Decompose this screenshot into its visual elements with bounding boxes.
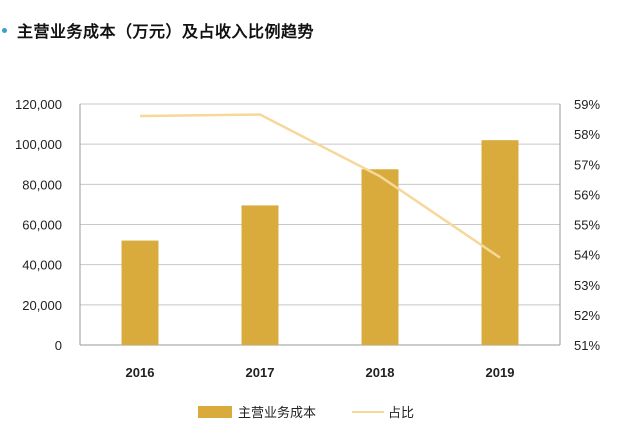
category-label: 2016: [126, 365, 155, 380]
right-tick-label: 59%: [574, 97, 600, 112]
category-label: 2018: [366, 365, 395, 380]
legend-bar-swatch: [198, 406, 232, 418]
category-label: 2017: [246, 365, 275, 380]
right-tick-label: 51%: [574, 338, 600, 353]
title-bullet-icon: [2, 27, 7, 33]
left-tick-label: 120,000: [15, 97, 62, 112]
bar-2019: [481, 140, 519, 345]
right-tick-label: 54%: [574, 248, 600, 263]
bar-series: [121, 140, 519, 345]
left-axis-ticks: 0 20,000 40,000 60,000 80,000 100,000 120,000: [15, 97, 62, 353]
left-tick-label: 40,000: [22, 258, 62, 273]
left-tick-label: 80,000: [22, 177, 62, 192]
title-row: 主营业务成本（万元）及占收入比例趋势: [0, 18, 314, 42]
legend-bar-label: 主营业务成本: [238, 405, 316, 421]
right-tick-label: 57%: [574, 157, 600, 172]
left-tick-label: 60,000: [22, 218, 62, 233]
right-tick-label: 55%: [574, 218, 600, 233]
right-axis-ticks: 51% 52% 53% 54% 55% 56% 57% 58% 59%: [574, 97, 600, 353]
legend-line-label: 占比: [388, 406, 414, 421]
left-tick-label: 0: [55, 338, 62, 353]
category-label: 2019: [486, 365, 515, 380]
line-占比: [139, 113, 501, 259]
category-labels: 2016 2017 2018 2019: [126, 365, 515, 380]
right-tick-label: 58%: [574, 127, 600, 142]
bar-2016: [121, 240, 159, 345]
left-tick-label: 20,000: [22, 298, 62, 313]
right-tick-label: 53%: [574, 278, 600, 293]
bar-2017: [241, 205, 279, 345]
right-tick-label: 52%: [574, 308, 600, 323]
bar-2018: [361, 169, 399, 345]
right-tick-label: 56%: [574, 187, 600, 202]
chart-title: 主营业务成本（万元）及占收入比例趋势: [17, 22, 315, 41]
left-tick-label: 100,000: [15, 137, 62, 152]
legend: 主营业务成本 占比: [198, 405, 414, 421]
line-series: [139, 113, 501, 259]
gridlines: [79, 103, 561, 346]
